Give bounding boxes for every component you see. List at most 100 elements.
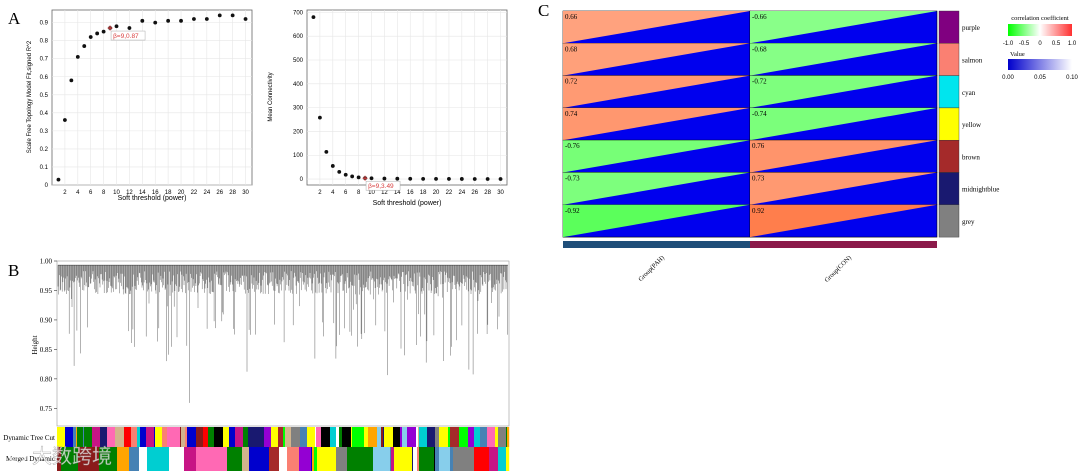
highlight-label-box xyxy=(110,30,146,41)
module-color-segment xyxy=(181,427,186,447)
y-tick-label: 0.8 xyxy=(40,39,49,45)
module-color-segment xyxy=(249,447,270,471)
y-axis: 0 100 200 300 400 500 600 700 xyxy=(293,10,304,183)
group-color-bar xyxy=(563,241,750,248)
data-point xyxy=(311,15,316,20)
x-tick-label: 10 xyxy=(113,190,120,196)
watermark: 大数跨境 xyxy=(9,444,112,468)
module-color-segment xyxy=(507,427,510,447)
data-point xyxy=(324,150,329,154)
module-color-segment xyxy=(99,447,118,471)
data-point xyxy=(153,20,158,25)
y-tick-label: 0.3 xyxy=(40,129,49,135)
y-tick-label: 100 xyxy=(293,153,304,159)
module-color-segment xyxy=(417,447,420,471)
correlation-triangle xyxy=(563,172,750,205)
module-color-segment xyxy=(271,427,279,447)
module-color-segment xyxy=(347,447,357,471)
module-color-segment xyxy=(291,427,301,447)
y-tick-label: 0.6 xyxy=(40,75,49,81)
data-point xyxy=(56,177,61,182)
value-legend-title: Value xyxy=(1010,51,1025,58)
module-color-segment xyxy=(65,427,74,447)
module-color-segment xyxy=(474,427,481,447)
y-axis-label: Height xyxy=(31,335,39,354)
data-point xyxy=(204,17,209,21)
data-point xyxy=(114,24,119,29)
module-color-segment xyxy=(405,427,408,447)
x-tick-label: 12 xyxy=(381,190,388,196)
module-color-segment xyxy=(264,427,272,447)
x-tick-label: 22 xyxy=(446,190,453,196)
value-tick-label: 0.10 xyxy=(1066,75,1078,81)
module-color-segment xyxy=(468,427,475,447)
module-color-segment xyxy=(185,427,188,447)
module-color-segment xyxy=(124,427,132,447)
x-tick-label: 20 xyxy=(433,190,440,196)
module-label: cyan xyxy=(962,89,976,97)
module-color-segment xyxy=(257,427,265,447)
module-color-segment xyxy=(315,427,317,447)
y-tick-label: 0.5 xyxy=(40,93,49,99)
y-tick-label: 0.75 xyxy=(40,405,53,413)
plot-frame xyxy=(56,260,510,427)
module-color-segment xyxy=(107,427,116,447)
correlation-triangle xyxy=(750,11,937,44)
module-color-segment xyxy=(352,427,356,447)
x-tick-label: 8 xyxy=(357,190,361,196)
module-color-segment xyxy=(162,427,168,447)
value-legend-ticks: 0.00 0.05 0.10 xyxy=(1002,75,1078,81)
data-point xyxy=(447,177,451,181)
cell-value: -0.72 xyxy=(752,78,767,86)
module-color-segment xyxy=(498,447,507,471)
module-color-segment xyxy=(229,427,236,447)
x-tick-label: 8 xyxy=(102,190,106,196)
module-color-segment xyxy=(217,447,228,471)
data-point xyxy=(127,26,132,30)
track-label-dynamic: Dynamic Tree Cut xyxy=(3,434,55,442)
dendrogram-leaves xyxy=(57,265,508,403)
x-axis-label: Soft threshold (power) xyxy=(373,200,442,207)
data-point xyxy=(421,176,426,181)
plot-frame xyxy=(51,9,253,186)
x-tick-label: 6 xyxy=(344,190,348,196)
panel-letter-b: B xyxy=(8,261,19,280)
module-color-segment xyxy=(180,427,182,447)
x-tick-label: 28 xyxy=(229,190,236,196)
module-color-segment xyxy=(78,447,100,471)
coef-tick-label: 1.0 xyxy=(1068,41,1077,47)
x-tick-label: 18 xyxy=(420,190,427,196)
y-tick-label: 500 xyxy=(293,58,304,64)
data-point xyxy=(459,177,464,181)
group-labels: Group(PAH) Group(CON) xyxy=(637,254,853,283)
module-label: midnightblue xyxy=(962,186,999,194)
data-point xyxy=(230,13,235,18)
correlation-triangle xyxy=(750,140,937,173)
module-color-segment xyxy=(413,447,418,471)
module-color-segment xyxy=(402,427,406,447)
data-point xyxy=(343,172,348,177)
data-point xyxy=(318,115,322,120)
module-color-segment xyxy=(487,427,496,447)
group-label: Group(CON) xyxy=(823,254,852,283)
y-tick-label: 0.2 xyxy=(40,147,49,153)
x-tick-label: 20 xyxy=(178,190,185,196)
module-color-segment xyxy=(400,427,403,447)
cell-value: 0.76 xyxy=(752,142,765,150)
data-point xyxy=(95,31,100,36)
y-tick-label: 0 xyxy=(300,177,304,183)
module-color-segment xyxy=(407,427,417,447)
y-tick-label: 0.9 xyxy=(40,21,49,27)
module-color-segment xyxy=(227,447,243,471)
x-tick-label: 14 xyxy=(394,190,401,196)
coef-tick-label: 0.5 xyxy=(1052,41,1061,47)
module-color-tracks xyxy=(57,427,510,471)
module-color-segment xyxy=(459,427,469,447)
data-point xyxy=(330,164,335,168)
coef-legend-ticks: -1.0 -0.5 0 0.5 1.0 xyxy=(1003,41,1077,47)
data-point xyxy=(69,78,74,83)
cell-value: -0.66 xyxy=(752,13,767,21)
x-tick-label: 4 xyxy=(76,190,80,196)
module-color-segment xyxy=(100,427,108,447)
module-color-segment xyxy=(330,427,337,447)
